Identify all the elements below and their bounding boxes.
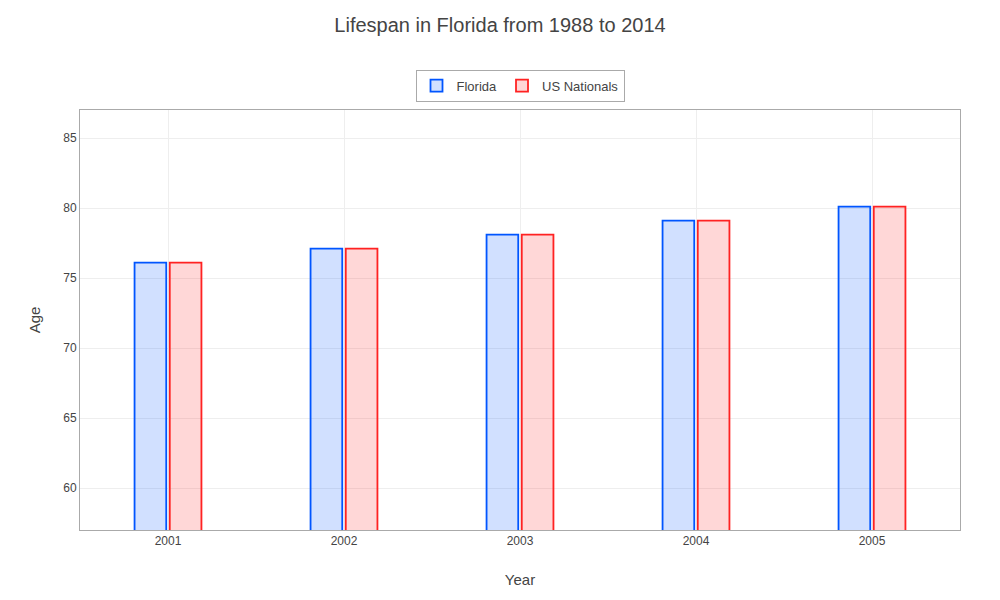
svg-text:US Nationals: US Nationals [542, 79, 618, 94]
svg-text:Lifespan in Florida from 1988: Lifespan in Florida from 1988 to 2014 [334, 14, 665, 36]
svg-text:85: 85 [63, 131, 77, 145]
svg-text:80: 80 [63, 201, 77, 215]
svg-text:60: 60 [63, 481, 77, 495]
svg-text:2005: 2005 [859, 534, 886, 548]
svg-text:Year: Year [505, 571, 535, 588]
svg-text:65: 65 [63, 411, 77, 425]
svg-text:2001: 2001 [155, 534, 182, 548]
svg-text:Age: Age [26, 307, 43, 334]
svg-text:2003: 2003 [507, 534, 534, 548]
svg-text:2002: 2002 [331, 534, 358, 548]
svg-text:75: 75 [63, 271, 77, 285]
svg-text:2004: 2004 [683, 534, 710, 548]
svg-text:Florida: Florida [457, 79, 498, 94]
svg-text:70: 70 [63, 341, 77, 355]
